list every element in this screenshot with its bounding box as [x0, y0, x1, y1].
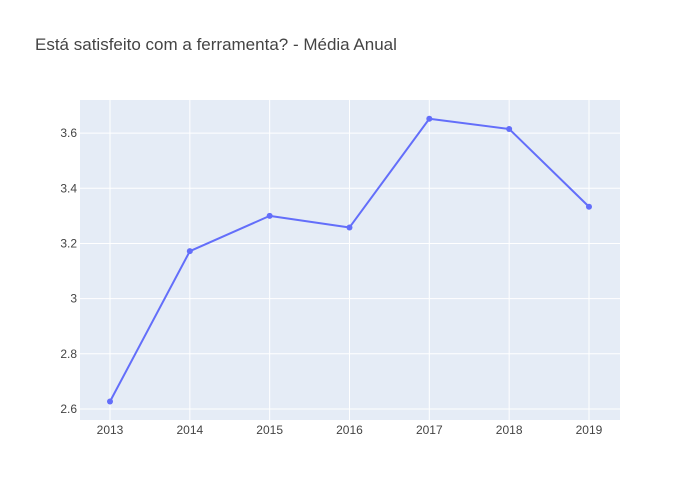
y-tick-label: 3.2: [60, 236, 77, 250]
data-point[interactable]: [186, 248, 193, 255]
x-tick-label: 2019: [576, 423, 603, 437]
data-point[interactable]: [506, 125, 513, 132]
y-tick-label: 3: [70, 292, 77, 306]
data-point[interactable]: [107, 398, 113, 405]
y-tick-label: 3.6: [60, 126, 77, 140]
plot-area: [80, 100, 620, 420]
axis-ticks: 2013 2014 2015 2016 2017 2018 2019 2.6 2.8 3 3.2 3.…: [60, 126, 602, 437]
data-point[interactable]: [346, 224, 353, 231]
data-point[interactable]: [585, 203, 592, 210]
series-layer: [107, 115, 592, 405]
x-tick-label: 2016: [336, 423, 363, 437]
y-tick-label: 2.6: [60, 402, 77, 416]
y-tick-label: 2.8: [60, 347, 77, 361]
x-tick-label: 2017: [416, 423, 443, 437]
y-tick-label: 3.4: [60, 181, 77, 195]
data-point[interactable]: [266, 212, 273, 219]
x-tick-label: 2015: [256, 423, 283, 437]
chart-title: Está satisfeito com a ferramenta? - Médi…: [35, 35, 397, 54]
x-tick-label: 2018: [496, 423, 523, 437]
data-point[interactable]: [426, 115, 433, 122]
x-tick-label: 2013: [97, 423, 124, 437]
gridlines: [80, 100, 620, 420]
x-tick-label: 2014: [176, 423, 203, 437]
